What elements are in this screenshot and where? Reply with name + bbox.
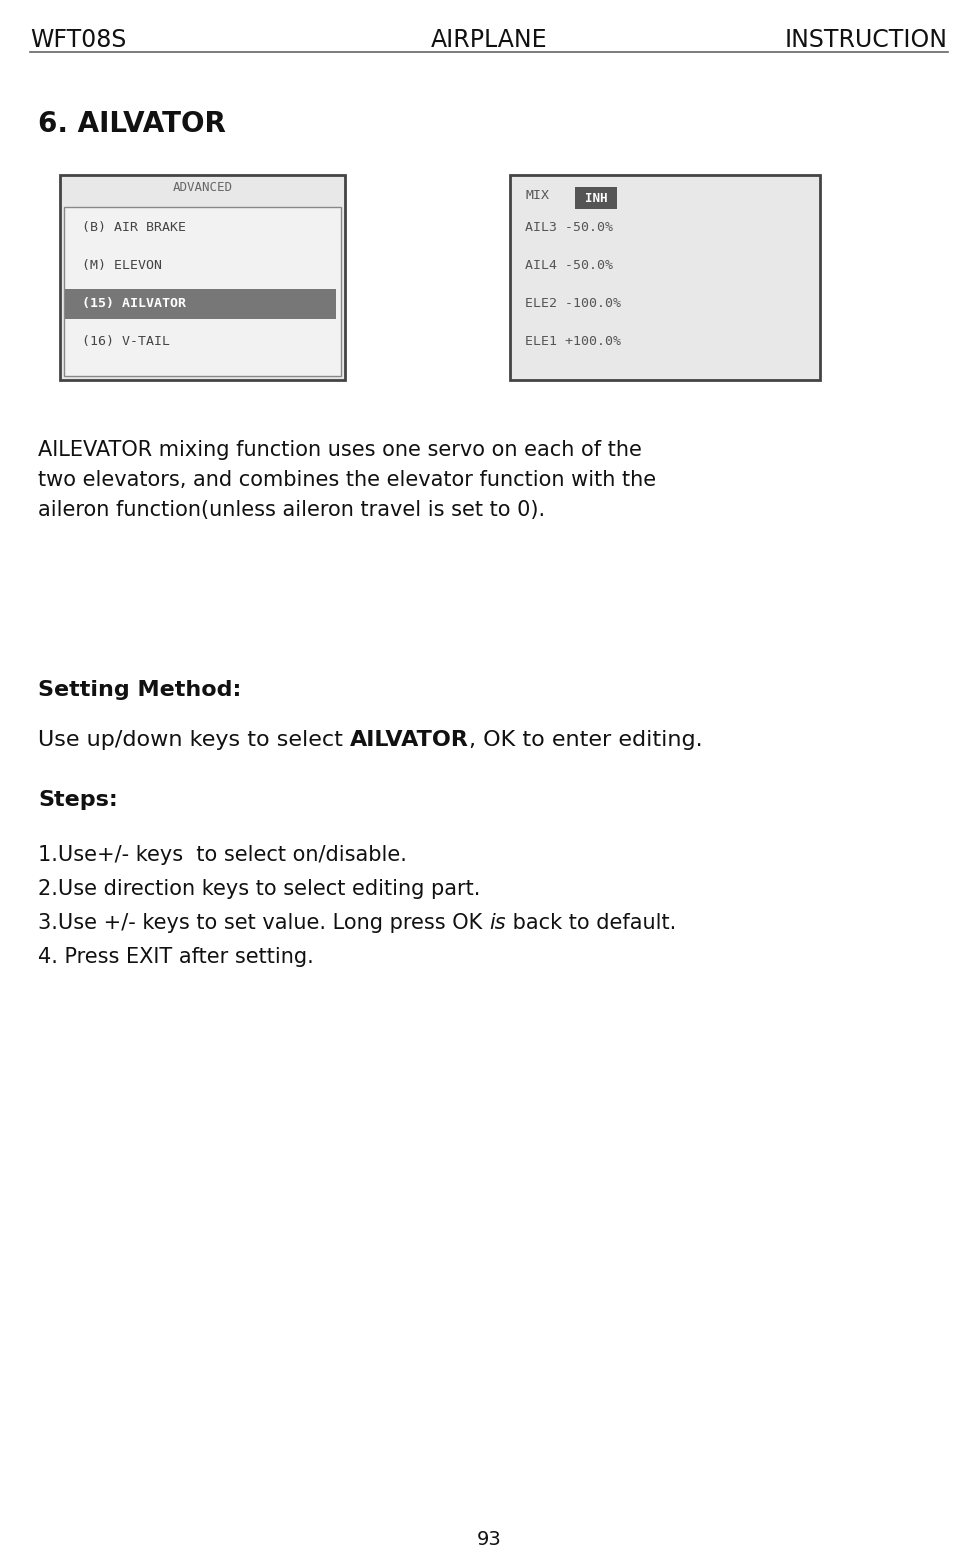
Text: 4. Press EXIT after setting.: 4. Press EXIT after setting. — [38, 947, 314, 967]
Bar — [60, 176, 345, 379]
Text: is: is — [488, 913, 505, 933]
Bar — [64, 289, 336, 318]
Text: Steps:: Steps: — [38, 790, 117, 811]
Text: 1.Use+/- keys  to select on/disable.: 1.Use+/- keys to select on/disable. — [38, 845, 406, 866]
Text: 2.Use direction keys to select editing part.: 2.Use direction keys to select editing p… — [38, 880, 480, 898]
Text: (16) V-TAIL: (16) V-TAIL — [82, 334, 170, 348]
Text: AIL3 -50.0%: AIL3 -50.0% — [525, 221, 613, 234]
Text: , OK to enter editing.: , OK to enter editing. — [468, 731, 701, 750]
Text: WFT08S: WFT08S — [30, 28, 126, 52]
Text: Use up/down keys to select: Use up/down keys to select — [38, 731, 350, 750]
Text: AILVATOR: AILVATOR — [350, 731, 468, 750]
Text: MIX: MIX — [525, 190, 548, 202]
Text: ELE1 +100.0%: ELE1 +100.0% — [525, 336, 620, 348]
Text: two elevators, and combines the elevator function with the: two elevators, and combines the elevator… — [38, 470, 656, 491]
Bar — [574, 187, 616, 209]
Text: Setting Method:: Setting Method: — [38, 681, 241, 699]
Text: 3.Use +/- keys to set value. Long press OK: 3.Use +/- keys to set value. Long press … — [38, 913, 489, 933]
Text: back to default.: back to default. — [505, 913, 675, 933]
Text: aileron function(unless aileron travel is set to 0).: aileron function(unless aileron travel i… — [38, 500, 544, 521]
Text: AIRPLANE: AIRPLANE — [430, 28, 547, 52]
Text: ELE2 -100.0%: ELE2 -100.0% — [525, 296, 620, 310]
Text: AIL4 -50.0%: AIL4 -50.0% — [525, 259, 613, 271]
Bar — [509, 176, 819, 379]
Text: INH: INH — [584, 191, 607, 204]
Text: (B) AIR BRAKE: (B) AIR BRAKE — [82, 221, 186, 234]
Text: INSTRUCTION: INSTRUCTION — [785, 28, 947, 52]
Text: (M) ELEVON: (M) ELEVON — [82, 259, 162, 271]
Text: AILEVATOR mixing function uses one servo on each of the: AILEVATOR mixing function uses one servo… — [38, 441, 641, 459]
Text: (15) AILVATOR: (15) AILVATOR — [82, 296, 186, 309]
Bar — [64, 207, 341, 376]
Text: 93: 93 — [476, 1530, 501, 1549]
Text: 6. AILVATOR: 6. AILVATOR — [38, 110, 226, 138]
Text: ADVANCED: ADVANCED — [172, 180, 233, 194]
